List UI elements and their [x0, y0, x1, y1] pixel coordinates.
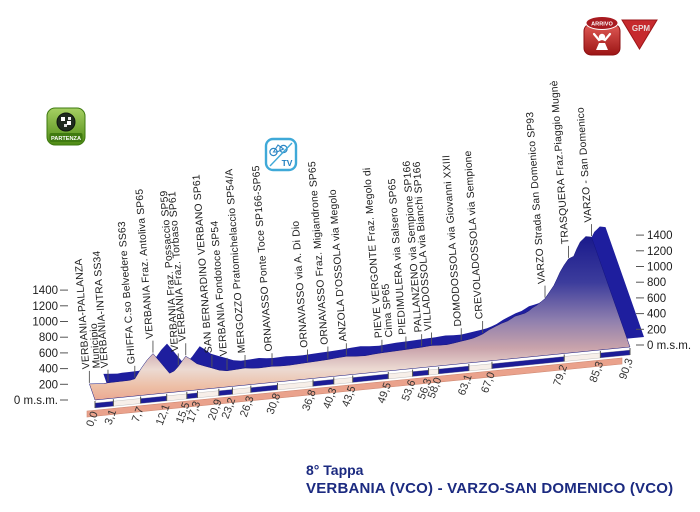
waypoint-label: TRASQUERA Fraz.Piaggio Mugnè — [549, 80, 571, 245]
axis-label-left: 200 — [39, 379, 58, 391]
baseline-bar-segment — [438, 365, 469, 375]
waypoint-label: ORNAVASSO Fraz. Migiandrone SP65 — [307, 161, 331, 345]
axis-label-right: 1000 — [647, 262, 673, 274]
baseline-bar-segment — [388, 371, 413, 380]
baseline-bar-segment — [94, 401, 114, 409]
axis-label-right: 1200 — [647, 246, 673, 258]
km-label: 7,7 — [130, 405, 147, 423]
waypoint-label: ORNAVASSO Ponte Toce SP166-SP65 — [251, 165, 275, 352]
baseline-bar-segment — [166, 393, 187, 402]
profile-plot-area: 0 m.s.m. 200 400 600 800 1000 1200 1400 0 m.s.m.… — [14, 80, 691, 429]
waypoint-label: VERBANIA Fraz. Antoliva SP65 — [134, 188, 155, 339]
axis-label-left: 0 m.s.m. — [14, 395, 58, 407]
waypoint-label: VARZO - San Domenico — [575, 107, 594, 223]
axis-label-left: 1200 — [32, 301, 58, 313]
base-shadow-strip — [86, 357, 623, 418]
start-icon-label: PARTENZA — [51, 136, 81, 142]
baseline-bar-segment — [333, 377, 353, 385]
tv-icon-label: TV — [282, 158, 293, 168]
axis-label-right: 1400 — [647, 230, 673, 242]
baseline-bar-segment — [412, 369, 429, 377]
profile-front-face — [89, 236, 631, 401]
kom-gpm-icon: GPM — [621, 19, 658, 50]
baseline-bar-segment — [218, 389, 233, 396]
stage-route-title: VERBANIA (VCO) - VARZO-SAN DOMENICO (VCO… — [306, 479, 674, 497]
waypoint-label: DOMODOSSOLA via Giovanni XXIII — [441, 154, 464, 326]
kom-icon-label: GPM — [632, 24, 651, 33]
start-partenza-icon: PARTENZA — [46, 107, 86, 146]
waypoint-label: CREVOLADOSSOLA via Sempione — [463, 150, 486, 320]
axis-label-right: 800 — [647, 277, 666, 289]
axis-label-right: 400 — [647, 309, 666, 321]
baseline-bar-segment — [186, 392, 198, 400]
waypoint-label: SAN BERNARDINO VERBANO SP61 — [191, 174, 214, 354]
km-label: 3,1 — [103, 408, 120, 426]
waypoint-label: GHIFFA C.so Belvedere SS63 — [117, 221, 138, 365]
finish-icon-label: ARRIVO — [591, 22, 613, 28]
baseline-bar-segment — [197, 390, 219, 398]
waypoint-label: ORNAVASSO via A. Di Dio — [291, 220, 311, 348]
axis-label-right: 0 m.s.m. — [647, 340, 691, 352]
tv-icon: TV — [264, 137, 298, 172]
waypoint-label: ANZOLA D'OSSOLA via Megolo — [328, 189, 350, 342]
baseline-bar-segment — [468, 363, 493, 372]
finish-arrivo-icon: ARRIVO — [583, 16, 621, 56]
baseline-bar-segment — [428, 368, 439, 376]
axis-label-left: 600 — [39, 348, 58, 360]
axis-label-left: 1000 — [32, 317, 58, 329]
axis-label-right: 600 — [647, 293, 666, 305]
km-label: 0,0 — [84, 410, 101, 428]
baseline-bar-segment — [312, 379, 334, 387]
stage-number: 8° Tappa — [306, 462, 364, 478]
baseline-bar-segment — [250, 384, 278, 393]
baseline-bar-segment — [600, 349, 631, 359]
stage-title-block: 8° Tappa VERBANIA (VCO) - VARZO-SAN DOME… — [306, 462, 673, 498]
baseline-bar-segment — [113, 398, 141, 407]
axis-label-left: 400 — [39, 364, 58, 376]
baseline-bar-segment — [232, 387, 251, 395]
baseline-bar-segment — [140, 395, 167, 404]
axis-label-right: 200 — [647, 324, 666, 336]
axis-label-left: 1400 — [32, 285, 58, 297]
waypoint-label: VARZO Strada San Domenico SP93 — [525, 111, 548, 284]
axis-label-left: 800 — [39, 332, 58, 344]
